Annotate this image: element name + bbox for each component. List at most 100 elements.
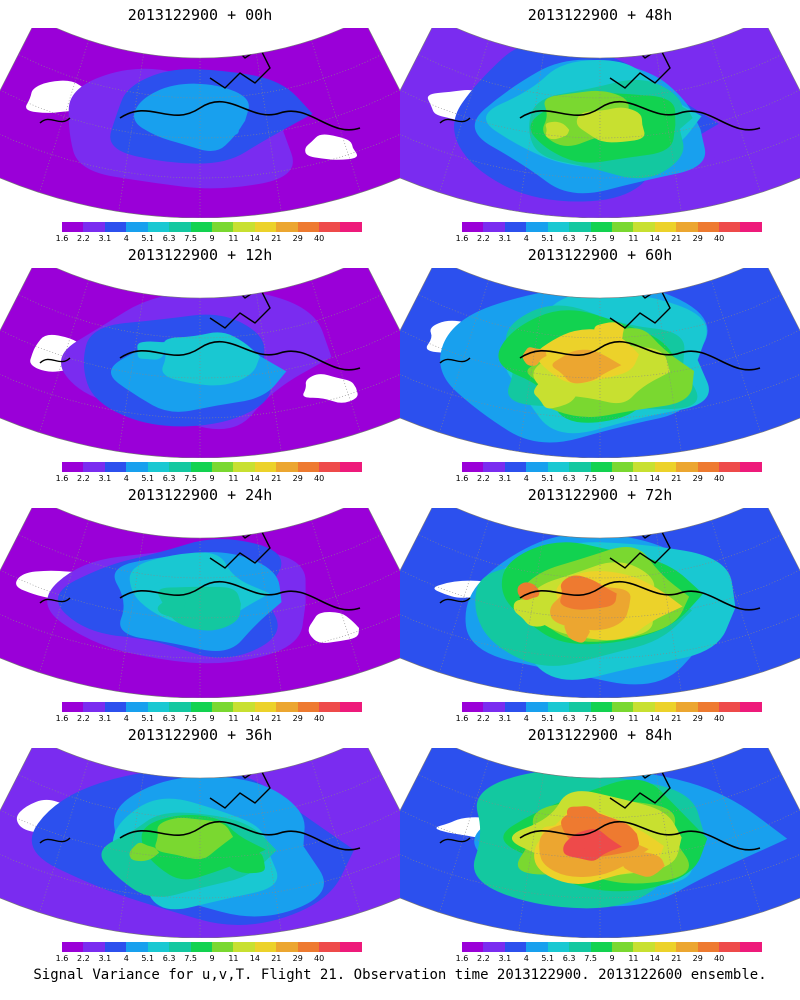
colorbar-cell (547, 222, 570, 232)
colorbar-tick-label: 14 (249, 714, 260, 723)
colorbar-tick-label: 29 (692, 234, 703, 243)
colorbar-tick-label: 1.6 (455, 474, 469, 483)
colorbar-cell (569, 462, 591, 472)
colorbar-cell (254, 462, 277, 472)
colorbar-ticks: 1.6 2.2 3.1 4 5.1 6.3 7.5 9 11 14 21 29 40 (452, 954, 772, 964)
colorbar-cell (483, 702, 505, 712)
colorbar-ticks: 1.6 2.2 3.1 4 5.1 6.3 7.5 9 11 14 21 29 40 (52, 954, 372, 964)
colorbar-tick-label: 11 (228, 234, 239, 243)
figure-caption: Signal Variance for u,v,T. Flight 21. Ob… (33, 967, 767, 983)
colorbar-cell (590, 942, 612, 952)
colorbar-cell (676, 942, 698, 952)
colorbar-tick-label: 1.6 (455, 234, 469, 243)
colorbar-tick-label: 2.2 (477, 954, 490, 963)
colorbar-tick-label: 21 (671, 954, 682, 963)
colorbar-cell (233, 222, 255, 232)
colorbar-tick-label: 9 (609, 954, 615, 963)
colorbar-cell (276, 702, 298, 712)
colorbar-tick-label: 6.3 (562, 234, 576, 243)
colorbar-tick-label: 1.6 (55, 714, 69, 723)
colorbar-cell (340, 462, 362, 472)
colorbar-tick-label: 14 (649, 714, 660, 723)
colorbar-cell (190, 462, 212, 472)
variance-map (400, 28, 800, 218)
colorbar-cell (62, 222, 84, 232)
panel-title: 2013122900 + 84h (527, 726, 673, 744)
colorbar-tick-label: 2.2 (77, 954, 90, 963)
variance-map (0, 508, 400, 698)
colorbar-cell (569, 942, 591, 952)
colorbar-cell (504, 222, 527, 232)
colorbar-tick-label: 29 (292, 474, 303, 483)
colorbar-cell (319, 942, 341, 952)
colorbar-tick-label: 5.1 (541, 954, 555, 963)
colorbar-tick-label: 7.5 (584, 474, 597, 483)
colorbar-ticks: 1.6 2.2 3.1 4 5.1 6.3 7.5 9 11 14 21 29 40 (452, 234, 772, 244)
colorbar-ticks: 1.6 2.2 3.1 4 5.1 6.3 7.5 9 11 14 21 29 40 (52, 474, 372, 484)
colorbar-cell (654, 702, 677, 712)
colorbar-tick-label: 7.5 (584, 714, 597, 723)
colorbar-cell (654, 462, 677, 472)
colorbar-ticks: 1.6 2.2 3.1 4 5.1 6.3 7.5 9 11 14 21 29 40 (52, 714, 372, 724)
variance-map (0, 748, 400, 938)
panel-title: 2013122900 + 24h (127, 486, 273, 504)
colorbar-cell (654, 222, 677, 232)
colorbar (62, 702, 362, 712)
colorbar-cell (633, 702, 655, 712)
colorbar-cell (233, 702, 255, 712)
colorbar-tick-label: 2.2 (477, 474, 490, 483)
colorbar-cell (83, 462, 105, 472)
colorbar-tick-label: 3.1 (498, 234, 512, 243)
colorbar-tick-label: 9 (209, 714, 215, 723)
colorbar-tick-label: 6.3 (562, 714, 576, 723)
colorbar-cell (611, 942, 634, 952)
colorbar-cell (740, 702, 762, 712)
colorbar-tick-label: 7.5 (584, 234, 597, 243)
colorbar-tick-label: 2.2 (77, 714, 90, 723)
colorbar-tick-label: 14 (649, 954, 660, 963)
colorbar-cell (697, 942, 720, 952)
colorbar (462, 462, 762, 472)
colorbar-tick-label: 11 (228, 954, 239, 963)
colorbar-tick-label: 1.6 (455, 714, 469, 723)
colorbar-cell (211, 942, 234, 952)
colorbar-tick-label: 5.1 (141, 474, 155, 483)
colorbar-tick-label: 5.1 (541, 714, 555, 723)
colorbar-cell (169, 702, 191, 712)
colorbar-cell (190, 222, 212, 232)
colorbar-cell (83, 702, 105, 712)
colorbar-cell (504, 462, 527, 472)
colorbar-cell (462, 462, 484, 472)
colorbar-tick-label: 4 (523, 474, 529, 483)
colorbar-tick-label: 29 (692, 954, 703, 963)
colorbar-tick-label: 4 (523, 954, 529, 963)
colorbar-cell (104, 702, 127, 712)
colorbar-cell (169, 942, 191, 952)
colorbar-cell (126, 702, 148, 712)
colorbar-cell (297, 942, 320, 952)
colorbar-tick-label: 6.3 (562, 474, 576, 483)
colorbar-cell (547, 462, 570, 472)
colorbar-tick-label: 6.3 (162, 954, 176, 963)
colorbar-tick-label: 14 (249, 474, 260, 483)
colorbar-tick-label: 7.5 (184, 714, 197, 723)
map-panel: 2013122900 + 84h 1.6 2.2 3.1 4 5.1 6.3 7.5 9 11 14… (400, 720, 800, 968)
colorbar-cell (297, 222, 320, 232)
colorbar-ticks: 1.6 2.2 3.1 4 5.1 6.3 7.5 9 11 14 21 29 40 (452, 714, 772, 724)
colorbar-cell (147, 222, 170, 232)
colorbar-cell (462, 702, 484, 712)
colorbar-cell (254, 222, 277, 232)
colorbar-cell (233, 462, 255, 472)
colorbar-cell (504, 702, 527, 712)
colorbar-tick-label: 3.1 (98, 234, 112, 243)
colorbar-cell (319, 462, 341, 472)
colorbar-cell (483, 942, 505, 952)
colorbar-cell (590, 702, 612, 712)
colorbar-tick-label: 7.5 (184, 474, 197, 483)
colorbar-tick-label: 7.5 (184, 954, 197, 963)
panel-title: 2013122900 + 48h (527, 6, 673, 24)
colorbar-cell (104, 462, 127, 472)
colorbar-tick-label: 1.6 (455, 954, 469, 963)
map-panel: 2013122900 + 60h 1.6 2.2 3.1 4 5.1 6.3 7.5 9 11 14… (400, 240, 800, 488)
colorbar-cell (276, 462, 298, 472)
